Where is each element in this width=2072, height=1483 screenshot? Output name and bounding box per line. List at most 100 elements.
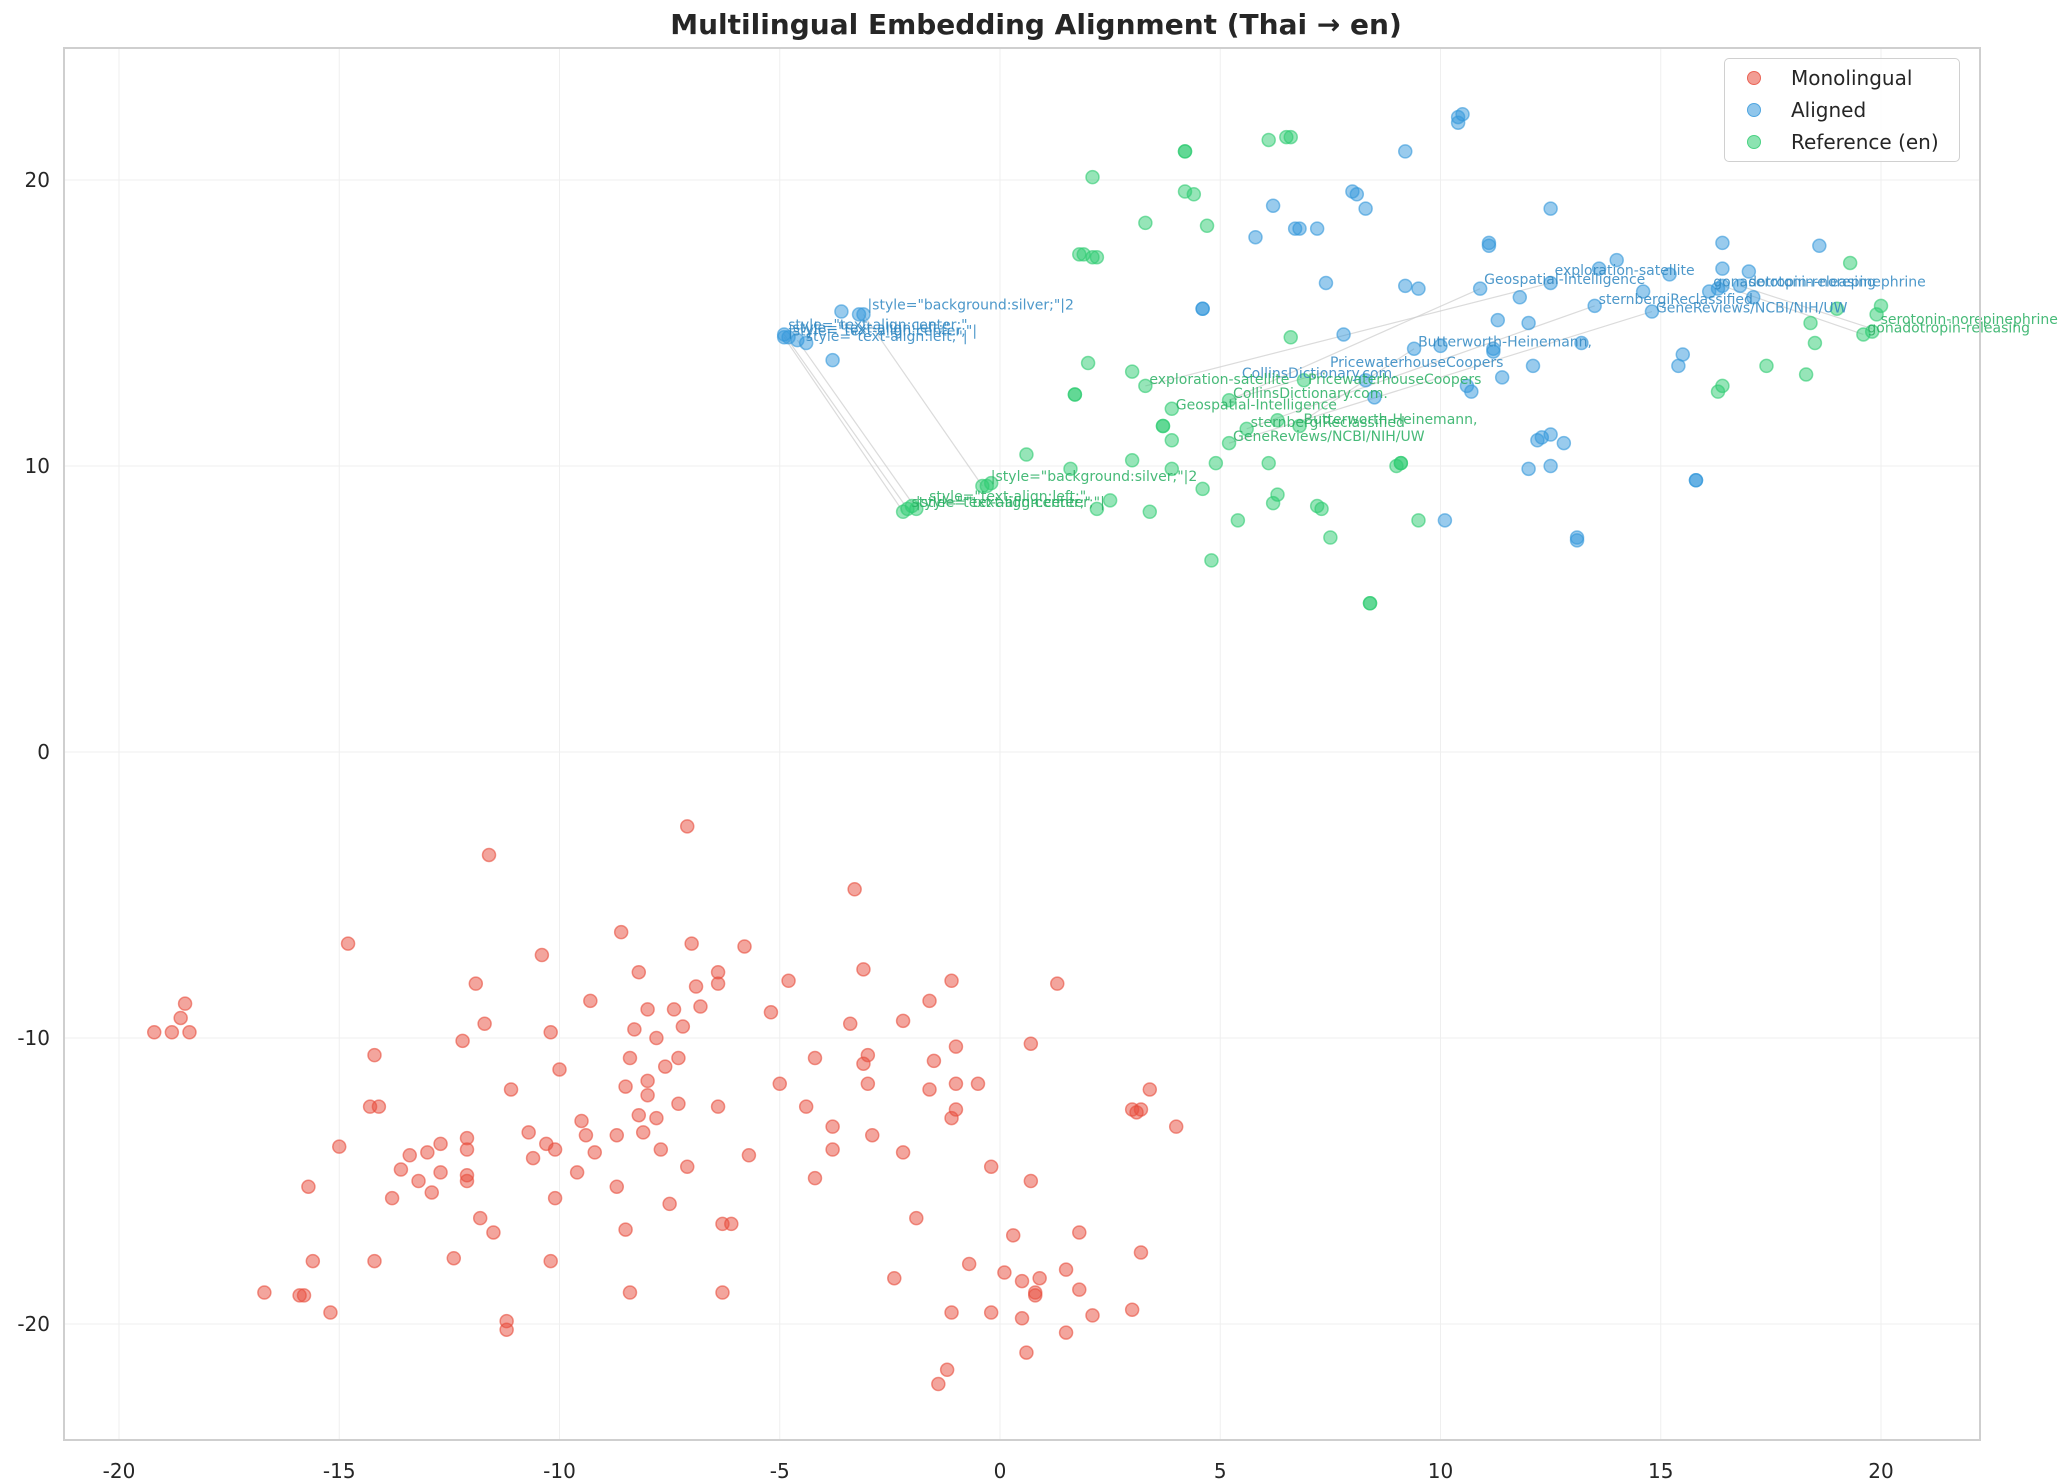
data-point [710, 976, 726, 991]
alignment-line [796, 339, 917, 510]
data-point [1019, 1345, 1034, 1360]
data-point [1265, 198, 1281, 213]
data-point [552, 1062, 567, 1077]
data-point [1798, 367, 1814, 382]
alignment-line [783, 336, 904, 513]
data-point [1072, 1225, 1087, 1240]
point-annotation: sternbergiReclassified [1251, 415, 1405, 431]
data-point [1609, 252, 1624, 268]
data-point [472, 1210, 488, 1226]
data-point [895, 1013, 911, 1029]
data-point [1481, 238, 1497, 254]
data-point [1085, 169, 1100, 185]
data-point [631, 1107, 647, 1123]
data-point [662, 1196, 677, 1212]
data-point [543, 1253, 558, 1269]
y-tick-label: -20 [17, 1312, 50, 1336]
alignment-line [1722, 285, 1864, 336]
data-point [547, 1190, 563, 1206]
data-point [433, 1165, 448, 1180]
data-point [1807, 335, 1823, 351]
data-point [1393, 455, 1409, 471]
data-point [1662, 267, 1677, 282]
data-point [1283, 129, 1298, 145]
point-annotation: serotonin-norepinephrine [1748, 275, 1925, 291]
data-point [807, 1050, 823, 1066]
data-point [1873, 298, 1889, 314]
data-point [1309, 221, 1325, 236]
data-point [547, 1142, 563, 1157]
data-point [1759, 358, 1774, 374]
data-point [1525, 358, 1541, 374]
data-point [503, 1082, 519, 1097]
data-point [1318, 275, 1334, 291]
data-point [459, 1142, 475, 1157]
data-point [1829, 301, 1845, 316]
data-point [1199, 218, 1215, 234]
data-point [1411, 281, 1426, 296]
legend: Monolingual Aligned Reference (en) [1724, 58, 1960, 162]
data-point [983, 1305, 999, 1320]
data-point [851, 307, 867, 322]
data-point [724, 1216, 739, 1232]
legend-label: Aligned [1791, 98, 1867, 122]
legend-item-reference: Reference (en) [1747, 127, 1939, 157]
data-point [1014, 1273, 1030, 1289]
legend-item-aligned: Aligned [1747, 95, 1866, 125]
x-tick-label: -5 [770, 1459, 790, 1483]
data-point [1142, 504, 1158, 520]
data-point [1490, 312, 1506, 328]
data-point [1358, 201, 1373, 216]
data-point [1323, 530, 1338, 545]
data-point [1746, 290, 1761, 305]
point-annotation: style="text-align:left;" [793, 320, 950, 336]
data-point [177, 996, 193, 1011]
data-point [860, 1047, 876, 1063]
data-point [1164, 433, 1180, 448]
legend-marker-blue-icon [1747, 103, 1761, 117]
y-tick-label: 10 [25, 454, 50, 478]
point-annotation: GeneReviews/NCBI/NIH/UW [1233, 429, 1425, 445]
data-point [1204, 553, 1219, 568]
data-point [931, 1376, 946, 1392]
data-point [622, 1050, 638, 1066]
data-point [1168, 1119, 1184, 1134]
data-point [948, 1039, 964, 1054]
data-point [1741, 264, 1757, 279]
y-tick-label: 0 [37, 740, 50, 764]
data-point [1208, 455, 1224, 471]
data-point [1398, 144, 1413, 159]
data-point [1543, 201, 1558, 216]
data-point [446, 1250, 462, 1266]
legend-item-monolingual: Monolingual [1747, 63, 1912, 93]
data-point [525, 1150, 541, 1166]
point-annotation: style="text-align:center;" [911, 495, 1090, 511]
data-point [433, 1136, 448, 1152]
data-point [459, 1173, 475, 1189]
data-point [164, 1025, 180, 1040]
data-point [1362, 596, 1378, 611]
point-annotation: CollinsDictionary.com. [1233, 386, 1388, 402]
data-point [1133, 1102, 1149, 1117]
data-point [1138, 378, 1153, 394]
data-point [618, 1222, 633, 1237]
data-point [737, 939, 752, 954]
data-point [1411, 513, 1426, 528]
data-point [798, 1099, 814, 1114]
data-point [1050, 976, 1065, 991]
data-point [1270, 487, 1285, 502]
data-point [1221, 392, 1237, 408]
data-point [1014, 1311, 1030, 1326]
data-point [684, 936, 699, 951]
data-point [1464, 384, 1479, 399]
data-point [1521, 315, 1536, 331]
data-point [323, 1305, 338, 1320]
legend-marker-red-icon [1747, 71, 1761, 85]
data-point [847, 882, 862, 897]
data-point [393, 1162, 409, 1177]
data-point [922, 993, 937, 1009]
data-point [807, 1170, 823, 1186]
data-point [1644, 304, 1660, 319]
data-point [944, 1305, 959, 1320]
